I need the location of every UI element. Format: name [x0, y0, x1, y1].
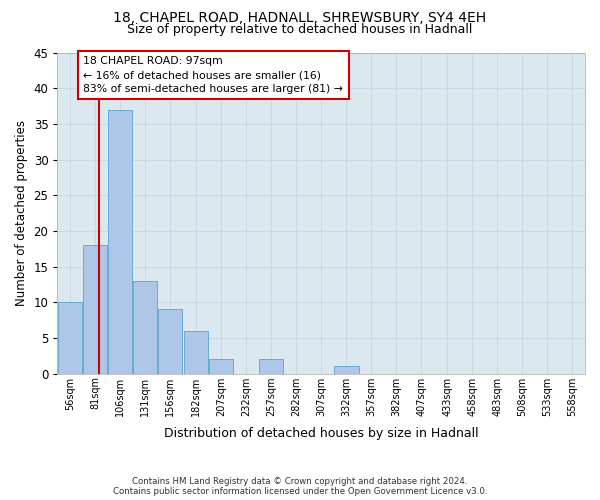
Bar [184, 331, 208, 374]
Bar [58, 302, 82, 374]
Y-axis label: Number of detached properties: Number of detached properties [15, 120, 28, 306]
Bar [334, 366, 359, 374]
Text: Contains HM Land Registry data © Crown copyright and database right 2024.
Contai: Contains HM Land Registry data © Crown c… [113, 476, 487, 496]
X-axis label: Distribution of detached houses by size in Hadnall: Distribution of detached houses by size … [164, 427, 479, 440]
Bar [108, 110, 132, 374]
Text: 18 CHAPEL ROAD: 97sqm
← 16% of detached houses are smaller (16)
83% of semi-deta: 18 CHAPEL ROAD: 97sqm ← 16% of detached … [83, 56, 343, 94]
Bar [83, 245, 107, 374]
Text: 18, CHAPEL ROAD, HADNALL, SHREWSBURY, SY4 4EH: 18, CHAPEL ROAD, HADNALL, SHREWSBURY, SY… [113, 11, 487, 25]
Bar [209, 360, 233, 374]
Text: Size of property relative to detached houses in Hadnall: Size of property relative to detached ho… [127, 22, 473, 36]
Bar [259, 360, 283, 374]
Bar [158, 310, 182, 374]
Bar [133, 281, 157, 374]
